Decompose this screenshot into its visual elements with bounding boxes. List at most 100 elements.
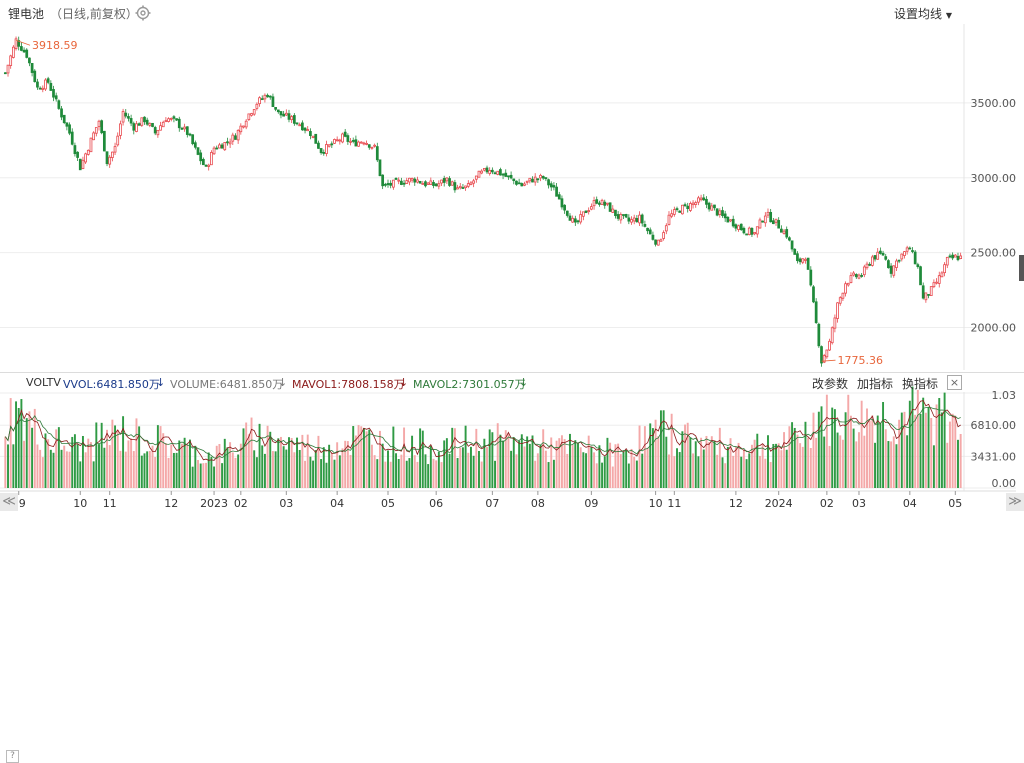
volume-tick-label: 6810.00 — [971, 419, 1017, 432]
candle-body — [769, 211, 773, 223]
candle-body — [635, 218, 639, 223]
volume-bar — [534, 460, 537, 488]
volume-bar — [625, 449, 628, 488]
candle-body — [499, 169, 502, 176]
candle-body — [932, 282, 936, 288]
candle-body — [319, 148, 323, 154]
volume-bar — [362, 428, 365, 488]
volume-bar — [242, 428, 245, 488]
candle-body — [448, 178, 451, 186]
candle-body — [432, 182, 435, 186]
candle-body — [903, 251, 906, 256]
candle-body — [145, 119, 149, 125]
candle-body — [405, 180, 409, 184]
volume-bar — [172, 452, 175, 488]
candle-body — [761, 220, 765, 223]
volume-bar — [750, 444, 753, 488]
candle-body — [913, 251, 917, 265]
volume-bar — [684, 424, 686, 488]
candle-body — [892, 265, 896, 276]
volume-bar — [392, 426, 395, 488]
chart-canvas[interactable]: 3500.00 3000.00 2500.00 2000.00 1.03 6810.00… — [0, 0, 1024, 511]
volume-bar — [577, 443, 579, 488]
candle-body — [935, 281, 938, 284]
volume-bar — [957, 439, 959, 488]
scroll-right-button[interactable]: ≫ — [1006, 493, 1024, 511]
time-tick-label: 05 — [381, 497, 395, 510]
time-tick-label: 09 — [584, 497, 598, 510]
candle-body — [86, 149, 90, 155]
volume-bar — [512, 437, 515, 488]
candle-body — [263, 94, 267, 100]
candle-body — [424, 181, 427, 187]
candle-body — [3, 72, 7, 75]
candle-body — [905, 247, 909, 252]
candle-body — [28, 57, 31, 64]
candle-body — [697, 197, 700, 203]
volume-bar — [4, 436, 7, 488]
add-indicator-button[interactable]: 加指标 — [857, 377, 894, 391]
volume-bar — [229, 442, 232, 488]
candle-body — [627, 217, 631, 222]
candle-body — [292, 115, 296, 124]
volume-bar — [542, 429, 545, 488]
candle-body — [619, 213, 623, 221]
volume-bar — [817, 411, 820, 488]
candle-body — [220, 144, 224, 149]
volume-bar — [277, 438, 280, 488]
candle-body — [116, 135, 120, 146]
price-tick-label: 2500.00 — [971, 247, 1017, 260]
candle-body — [846, 282, 850, 286]
candle-body — [239, 125, 243, 133]
set-ma-button[interactable]: 设置均线 ▼ — [894, 5, 952, 22]
volume-bar — [333, 459, 336, 488]
price-grid — [0, 24, 1016, 370]
help-icon[interactable]: ? — [6, 750, 19, 763]
switch-indicator-button[interactable]: 换指标 — [902, 377, 939, 391]
volume-bar — [298, 449, 301, 488]
close-icon[interactable]: × — [947, 375, 962, 390]
candle-body — [541, 175, 545, 179]
candle-body — [258, 97, 261, 105]
time-tick-label: 03 — [852, 497, 866, 510]
candle-body — [440, 179, 443, 184]
candle-body — [549, 183, 553, 188]
candle-body — [378, 159, 382, 177]
candle-body — [887, 260, 890, 269]
candle-body — [825, 349, 829, 358]
volume-bar — [191, 466, 194, 488]
candle-body — [12, 46, 15, 58]
volume-bar — [95, 422, 98, 488]
candle-body — [552, 185, 556, 188]
scroll-left-button[interactable]: ≪ — [0, 493, 18, 511]
candle-body — [763, 215, 767, 224]
extreme-annotations: 3918.59 1775.36 — [15, 39, 883, 367]
candle-body — [284, 112, 288, 116]
candle-body — [218, 144, 221, 149]
gear-icon[interactable] — [135, 5, 151, 21]
candle-body — [199, 152, 203, 162]
volume-bar — [959, 433, 962, 488]
mavol1-line — [4, 400, 961, 461]
set-ma-label: 设置均线 — [894, 7, 943, 21]
candle-body — [953, 254, 957, 258]
volume-bar — [124, 451, 127, 488]
time-tick-label: 04 — [330, 497, 344, 510]
candle-body — [889, 265, 893, 274]
volume-bar — [908, 400, 911, 488]
candle-body — [691, 202, 695, 206]
volume-bar — [694, 441, 697, 488]
candle-body — [100, 120, 104, 134]
change-params-button[interactable]: 改参数 — [812, 377, 849, 391]
candle-body — [793, 248, 797, 255]
panel-resize-handle[interactable] — [1019, 255, 1024, 281]
volume-bar — [148, 450, 151, 488]
volume-bar — [255, 457, 258, 488]
volume-bar — [84, 452, 87, 488]
volume-bar — [603, 456, 606, 488]
volume-bar — [828, 445, 831, 488]
volume-bar — [681, 431, 684, 488]
candle-body — [790, 240, 794, 250]
volume-bar — [668, 454, 670, 488]
candle-body — [568, 215, 572, 221]
